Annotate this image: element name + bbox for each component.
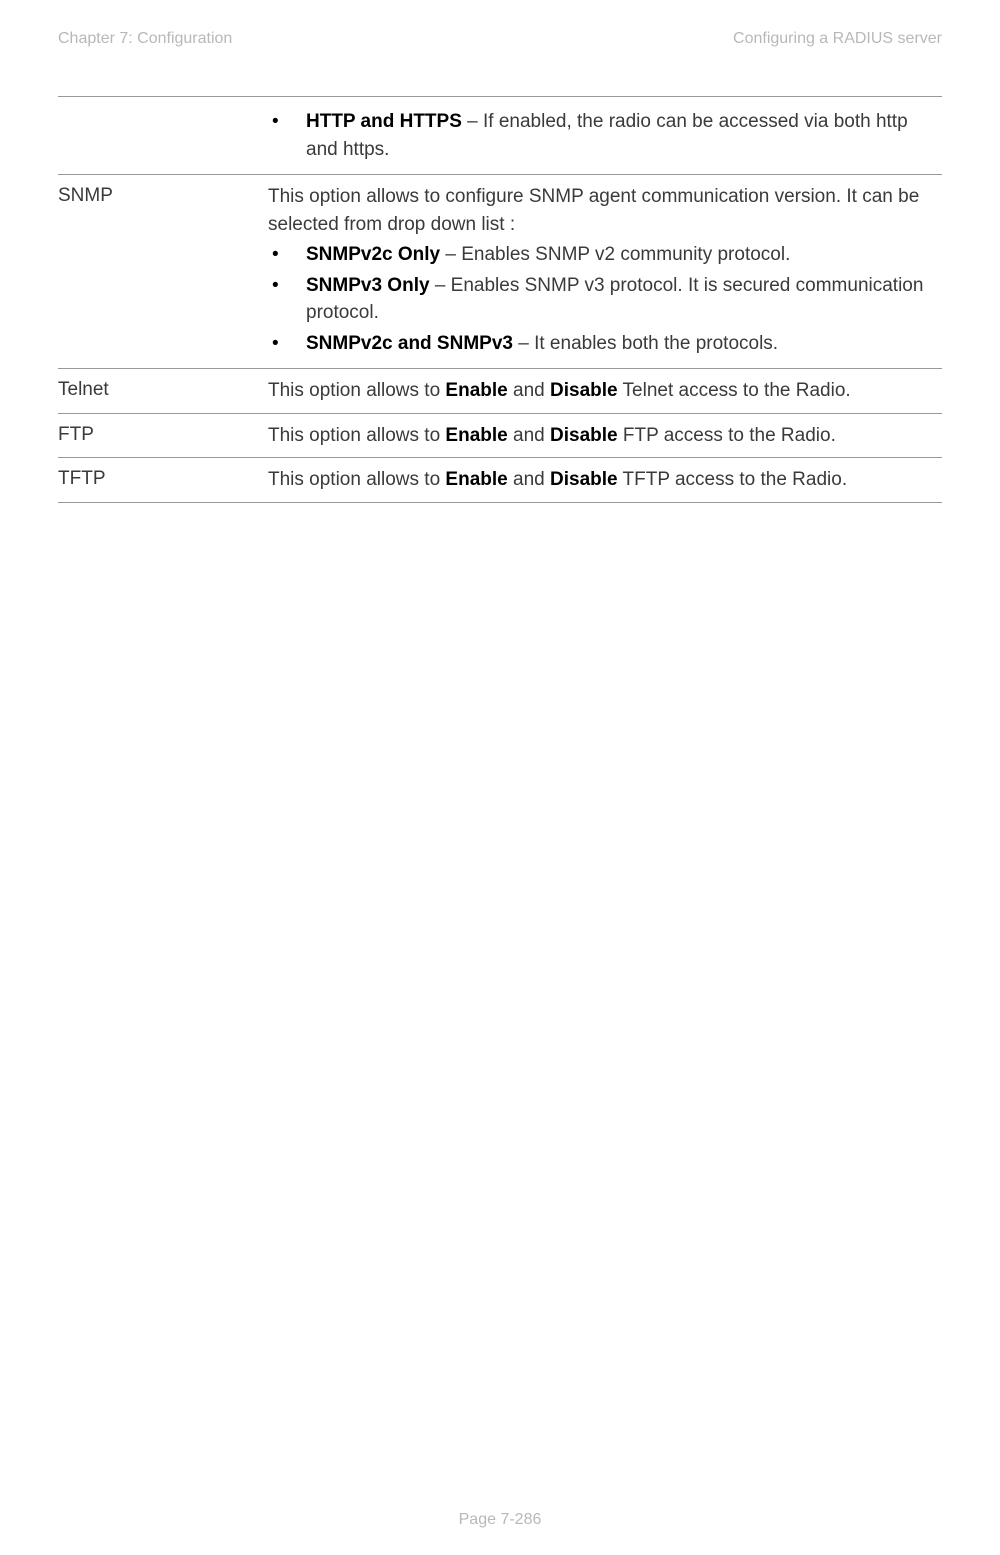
row-label: SNMP xyxy=(58,183,268,360)
row-label: FTP xyxy=(58,422,268,450)
row-content: This option allows to Enable and Disable… xyxy=(268,377,942,405)
table-row: HTTP and HTTPS – If enabled, the radio c… xyxy=(58,96,942,175)
text: Telnet access to the Radio. xyxy=(618,380,851,401)
table-row: TFTP This option allows to Enable and Di… xyxy=(58,458,942,503)
table-row: FTP This option allows to Enable and Dis… xyxy=(58,414,942,459)
text: and xyxy=(508,469,550,490)
row-content: HTTP and HTTPS – If enabled, the radio c… xyxy=(268,105,942,166)
bullet-bold: HTTP and HTTPS xyxy=(306,111,462,132)
row-content: This option allows to Enable and Disable… xyxy=(268,422,942,450)
row-label: Telnet xyxy=(58,377,268,405)
table-row: Telnet This option allows to Enable and … xyxy=(58,369,942,414)
text: FTP access to the Radio. xyxy=(618,425,836,446)
text: and xyxy=(508,380,550,401)
bullet-list: SNMPv2c Only – Enables SNMP v2 community… xyxy=(268,241,942,357)
row-content: This option allows to Enable and Disable… xyxy=(268,466,942,494)
row-content: This option allows to configure SNMP age… xyxy=(268,183,942,360)
bullet-bold: SNMPv3 Only xyxy=(306,275,430,296)
text: and xyxy=(508,425,550,446)
row-label xyxy=(58,105,268,166)
text: This option allows to xyxy=(268,380,445,401)
text: This option allows to xyxy=(268,469,445,490)
text: This option allows to xyxy=(268,425,445,446)
bullet-bold: SNMPv2c Only xyxy=(306,244,440,265)
bullet-list: HTTP and HTTPS – If enabled, the radio c… xyxy=(268,108,942,163)
list-item: SNMPv3 Only – Enables SNMP v3 protocol. … xyxy=(306,272,942,327)
list-item: HTTP and HTTPS – If enabled, the radio c… xyxy=(306,108,942,163)
header-right: Configuring a RADIUS server xyxy=(733,30,942,48)
bullet-bold: SNMPv2c and SNMPv3 xyxy=(306,333,513,354)
list-item: SNMPv2c Only – Enables SNMP v2 community… xyxy=(306,241,942,269)
bullet-text: – Enables SNMP v2 community protocol. xyxy=(440,244,790,265)
bold: Disable xyxy=(550,469,618,490)
bold: Enable xyxy=(445,469,507,490)
bold: Enable xyxy=(445,425,507,446)
bold: Disable xyxy=(550,425,618,446)
bold: Enable xyxy=(445,380,507,401)
config-table: HTTP and HTTPS – If enabled, the radio c… xyxy=(58,96,942,503)
list-item: SNMPv2c and SNMPv3 – It enables both the… xyxy=(306,330,942,358)
page-footer: Page 7-286 xyxy=(0,1511,1000,1529)
text: TFTP access to the Radio. xyxy=(618,469,848,490)
header-left: Chapter 7: Configuration xyxy=(58,30,232,48)
bold: Disable xyxy=(550,380,618,401)
page-header: Chapter 7: Configuration Configuring a R… xyxy=(58,30,942,48)
row-intro: This option allows to configure SNMP age… xyxy=(268,183,942,238)
bullet-text: – It enables both the protocols. xyxy=(513,333,778,354)
table-row: SNMP This option allows to configure SNM… xyxy=(58,175,942,369)
row-label: TFTP xyxy=(58,466,268,494)
